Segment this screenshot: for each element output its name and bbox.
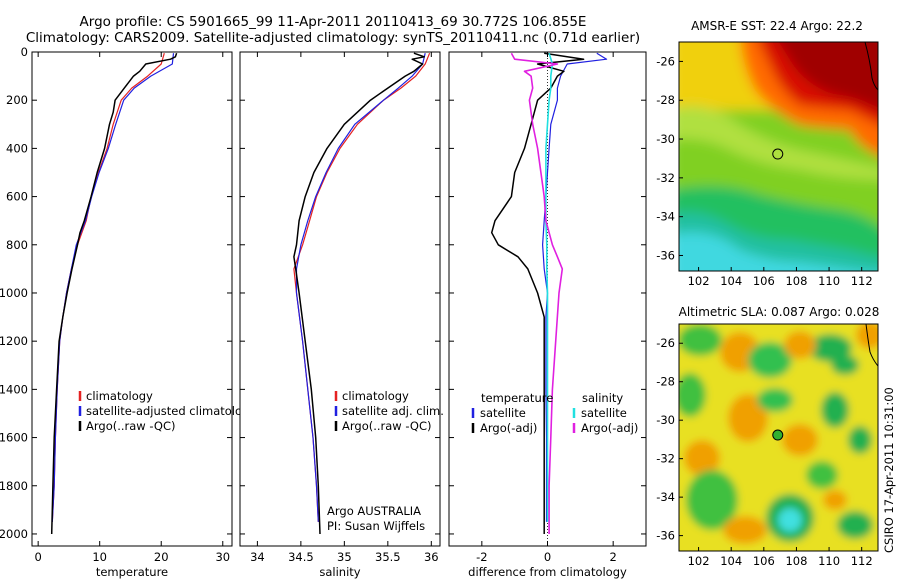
depth-tick-label: 200 xyxy=(6,93,28,107)
sst-ytick-label: -26 xyxy=(656,54,675,68)
sst-xtick-label: 112 xyxy=(851,274,873,288)
sla-map-title: Altimetric SLA: 0.087 Argo: 0.028 xyxy=(679,305,880,319)
depth-tick-label: 2000 xyxy=(0,527,28,541)
temp-series-2 xyxy=(50,52,178,535)
depth-tick-label: 600 xyxy=(6,190,28,204)
temp-xlabel: temperature xyxy=(96,565,168,579)
sla-xtick-label: 102 xyxy=(688,554,710,568)
sla-ytick-label: -32 xyxy=(656,452,675,466)
sst-map xyxy=(678,41,879,272)
diff-series-2 xyxy=(545,52,554,522)
sst-ytick-label: -32 xyxy=(656,171,675,185)
temp-legend-label: climatology xyxy=(86,389,153,403)
depth-tick-label: 0 xyxy=(21,45,28,59)
sal-series-1 xyxy=(295,53,426,522)
sal-xtick-label: 34.5 xyxy=(288,550,314,564)
temp-xtick-label: 30 xyxy=(215,550,230,564)
sal-xlabel: salinity xyxy=(319,565,360,579)
temp-legend-label: Argo(..raw -QC) xyxy=(86,419,176,433)
sla-ytick-label: -28 xyxy=(656,375,675,389)
sla-ytick-label: -34 xyxy=(656,490,675,504)
sla-xtick-label: 112 xyxy=(851,554,873,568)
argo-country-note: Argo AUSTRALIA xyxy=(327,504,421,518)
temp-legend-label: satellite-adjusted climatology xyxy=(86,404,256,418)
sst-ytick-label: -28 xyxy=(656,93,675,107)
diff-legend-label: Argo(-adj) xyxy=(480,421,537,435)
temp-xtick-label: 10 xyxy=(92,550,107,564)
sal-xtick-label: 35 xyxy=(337,550,352,564)
depth-tick-label: 1400 xyxy=(0,382,28,396)
sal-legend-label: climatology xyxy=(342,389,409,403)
depth-tick-label: 400 xyxy=(6,141,28,155)
sal-xtick-label: 35.5 xyxy=(375,550,401,564)
diff-xlabel: difference from climatology xyxy=(468,565,627,579)
sst-argo-marker xyxy=(772,148,784,160)
sla-ytick-label: -30 xyxy=(656,413,675,427)
depth-tick-label: 1800 xyxy=(0,479,28,493)
sst-map-title: AMSR-E SST: 22.4 Argo: 22.2 xyxy=(691,19,863,33)
header-line-2: Climatology: CARS2009. Satellite-adjuste… xyxy=(26,30,640,46)
depth-tick-label: 1000 xyxy=(0,286,28,300)
sla-axes: 102 104 106 108 110 112 -26 -28 -30 -32 -34 -36 xyxy=(656,336,872,568)
sst-xtick-label: 108 xyxy=(785,274,807,288)
pi-note: PI: Susan Wijffels xyxy=(327,519,425,533)
csiro-stamp: CSIRO 17-Apr-2011 10:31:00 xyxy=(882,387,896,553)
sla-coastline xyxy=(865,324,878,367)
sla-xtick-label: 108 xyxy=(785,554,807,568)
sst-xtick-label: 102 xyxy=(688,274,710,288)
sst-ytick-label: -36 xyxy=(656,248,675,262)
depth-tick-label: 800 xyxy=(6,238,28,252)
diff-legend-header-temperature: temperature xyxy=(481,391,553,405)
sal-series-2 xyxy=(293,52,426,535)
sla-xtick-label: 110 xyxy=(818,554,840,568)
diff-legend-label: satellite xyxy=(480,406,526,420)
sst-ytick-label: -34 xyxy=(656,210,675,224)
sst-xtick-label: 104 xyxy=(720,274,742,288)
depth-tick-label: 1600 xyxy=(0,431,28,445)
sal-frame xyxy=(239,51,441,547)
sst-axes: 102 104 106 108 110 112 -26 -28 -30 -32 -34 -36 xyxy=(656,54,872,288)
header-line-1: Argo profile: CS 5901665_99 11-Apr-2011 … xyxy=(80,14,587,30)
diff-series-1 xyxy=(490,52,585,534)
temperature-panel: 0 10 20 30 0 200 400 600 800 1000 1200 1400 1600 1800… xyxy=(0,45,256,579)
sla-ytick-label: -36 xyxy=(656,529,675,543)
sst-xtick-label: 106 xyxy=(753,274,775,288)
diff-legend-label: Argo(-adj) xyxy=(581,421,638,435)
salinity-panel: 34 34.5 35 35.5 36 salinity climatologysatelli… xyxy=(239,51,444,579)
sla-argo-marker xyxy=(772,429,784,441)
temp-frame xyxy=(31,51,233,547)
sal-xtick-label: 36 xyxy=(424,550,439,564)
temp-xtick-label: 20 xyxy=(154,550,169,564)
sla-xtick-label: 106 xyxy=(753,554,775,568)
sla-ytick-label: -26 xyxy=(656,336,675,350)
diff-xtick-label: 0 xyxy=(544,550,551,564)
sst-coastline xyxy=(864,42,878,91)
sal-xtick-label: 34 xyxy=(250,550,265,564)
sla-xtick-label: 104 xyxy=(720,554,742,568)
sal-legend-label: satellite adj. clim. xyxy=(342,404,444,418)
sal-legend-label: Argo(..raw -QC) xyxy=(342,419,432,433)
diff-xtick-label: -2 xyxy=(476,550,487,564)
sst-xtick-label: 110 xyxy=(818,274,840,288)
diff-series-3 xyxy=(510,52,564,534)
diff-legend-label: satellite xyxy=(581,406,627,420)
diff-xtick-label: 2 xyxy=(610,550,617,564)
temp-xtick-label: 0 xyxy=(34,550,41,564)
sst-field xyxy=(679,42,878,271)
depth-tick-label: 1200 xyxy=(0,334,28,348)
sst-ytick-label: -30 xyxy=(656,132,675,146)
diff-legend-header-salinity: salinity xyxy=(582,391,623,405)
